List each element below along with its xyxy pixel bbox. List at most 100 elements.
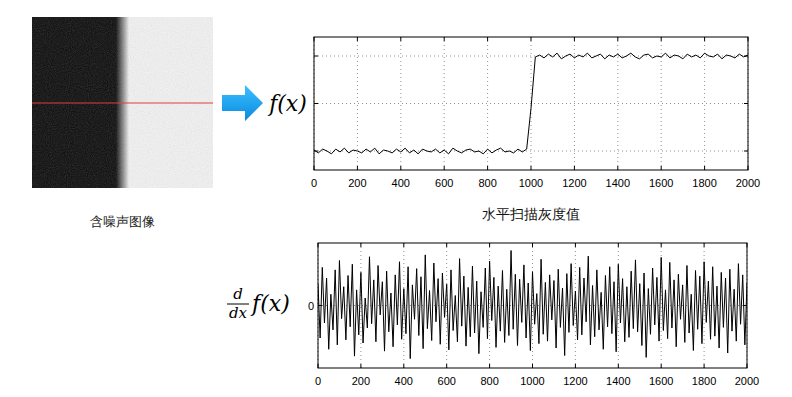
tick-mark [531, 166, 532, 170]
x-tick-label: 2000 [736, 177, 760, 189]
tick-mark [618, 364, 619, 368]
plot-frame [314, 37, 748, 170]
grid-line [704, 37, 705, 170]
x-tick-label: 1000 [519, 177, 543, 189]
tick-mark [314, 103, 318, 104]
tick-mark [704, 37, 705, 41]
tick-mark [489, 364, 490, 368]
plot-background [318, 243, 747, 368]
tick-mark [704, 243, 705, 247]
x-tick-label: 1800 [692, 375, 716, 387]
tick-mark [446, 243, 447, 247]
x-tick-label: 1600 [649, 375, 673, 387]
tick-mark [574, 37, 575, 41]
noise-overlay [32, 17, 213, 188]
grid-line [357, 37, 358, 170]
tick-mark [360, 243, 361, 247]
tick-mark [747, 364, 748, 368]
tick-mark [318, 364, 319, 368]
grid-line [318, 305, 747, 306]
tick-mark [400, 166, 401, 170]
x-tick-label: 800 [480, 375, 498, 387]
x-tick-label: 1400 [606, 375, 630, 387]
x-tick-label: 0 [311, 177, 317, 189]
image-caption: 含噪声图像 [90, 214, 155, 229]
grid-line [314, 151, 748, 152]
tick-mark [487, 166, 488, 170]
x-tick-label: 1400 [606, 177, 630, 189]
tick-mark [661, 364, 662, 368]
x-tick-label: 200 [352, 375, 370, 387]
arrow [222, 85, 263, 121]
x-tick-label: 1600 [649, 177, 673, 189]
tick-mark [314, 151, 318, 152]
grid-line [400, 37, 401, 170]
tick-mark [444, 166, 445, 170]
tick-mark [748, 166, 749, 170]
tick-mark [617, 166, 618, 170]
grid-line [532, 243, 533, 368]
data-group [314, 53, 748, 154]
noisy-image [32, 17, 213, 188]
x-tick-label: 200 [348, 177, 366, 189]
tick-mark [744, 151, 748, 152]
grid-line [314, 56, 748, 57]
tick-mark [487, 37, 488, 41]
tick-mark [704, 364, 705, 368]
x-tick-label: 1800 [692, 177, 716, 189]
tick-mark [403, 243, 404, 247]
grid-line [360, 243, 361, 368]
x-tick-label: 1200 [562, 177, 586, 189]
plot-frame [318, 243, 747, 368]
tick-mark [748, 37, 749, 41]
chart: 02004006008001000120014001600180020000dd… [227, 243, 759, 387]
tick-mark [357, 166, 358, 170]
tick-mark [357, 37, 358, 41]
figure: 含噪声图像 0 200 400 600 800 1000 1200 1400 1600 1800 20… [0, 0, 792, 397]
y-label-denominator: dx [229, 304, 248, 322]
x-tick-label: 2000 [735, 375, 759, 387]
tick-mark [318, 305, 322, 306]
tick-mark [661, 243, 662, 247]
tick-mark [574, 166, 575, 170]
tick-mark [661, 37, 662, 41]
plot-background [314, 37, 748, 170]
tick-mark [318, 243, 319, 247]
tick-mark [744, 103, 748, 104]
tick-mark [444, 37, 445, 41]
tick-mark [661, 166, 662, 170]
y-label-text: f(x) [250, 291, 290, 316]
tick-mark [489, 243, 490, 247]
tick-mark [532, 243, 533, 247]
tick-mark [314, 166, 315, 170]
tick-mark [531, 37, 532, 41]
x-tick-label: 1200 [563, 375, 587, 387]
signal-line [318, 251, 747, 359]
data-group [318, 251, 747, 359]
tick-mark [532, 364, 533, 368]
x-tick-label: 400 [395, 375, 413, 387]
x-tick-label: 600 [435, 177, 453, 189]
x-tick-label: 800 [478, 177, 496, 189]
tick-mark [747, 243, 748, 247]
tick-mark [617, 37, 618, 41]
tick-mark [403, 364, 404, 368]
x-tick-label: 600 [438, 375, 456, 387]
tick-mark [744, 56, 748, 57]
tick-mark [360, 364, 361, 368]
tick-mark [575, 364, 576, 368]
y-tick-label: 0 [308, 300, 314, 312]
chart: 0 200 400 600 800 1000 1200 1400 1600 1800 2000 水平扫… [267, 37, 760, 222]
signal-line [314, 53, 748, 154]
tick-mark [400, 37, 401, 41]
tick-mark [575, 243, 576, 247]
y-label-numerator: d [233, 285, 243, 303]
x-axis-label: 水平扫描灰度值 [482, 206, 580, 222]
x-tick-label: 400 [392, 177, 410, 189]
tick-mark [618, 243, 619, 247]
tick-mark [446, 364, 447, 368]
y-axis-label: f(x) [267, 91, 307, 116]
tick-mark [743, 305, 747, 306]
x-tick-label: 1000 [520, 375, 544, 387]
tick-mark [314, 56, 318, 57]
